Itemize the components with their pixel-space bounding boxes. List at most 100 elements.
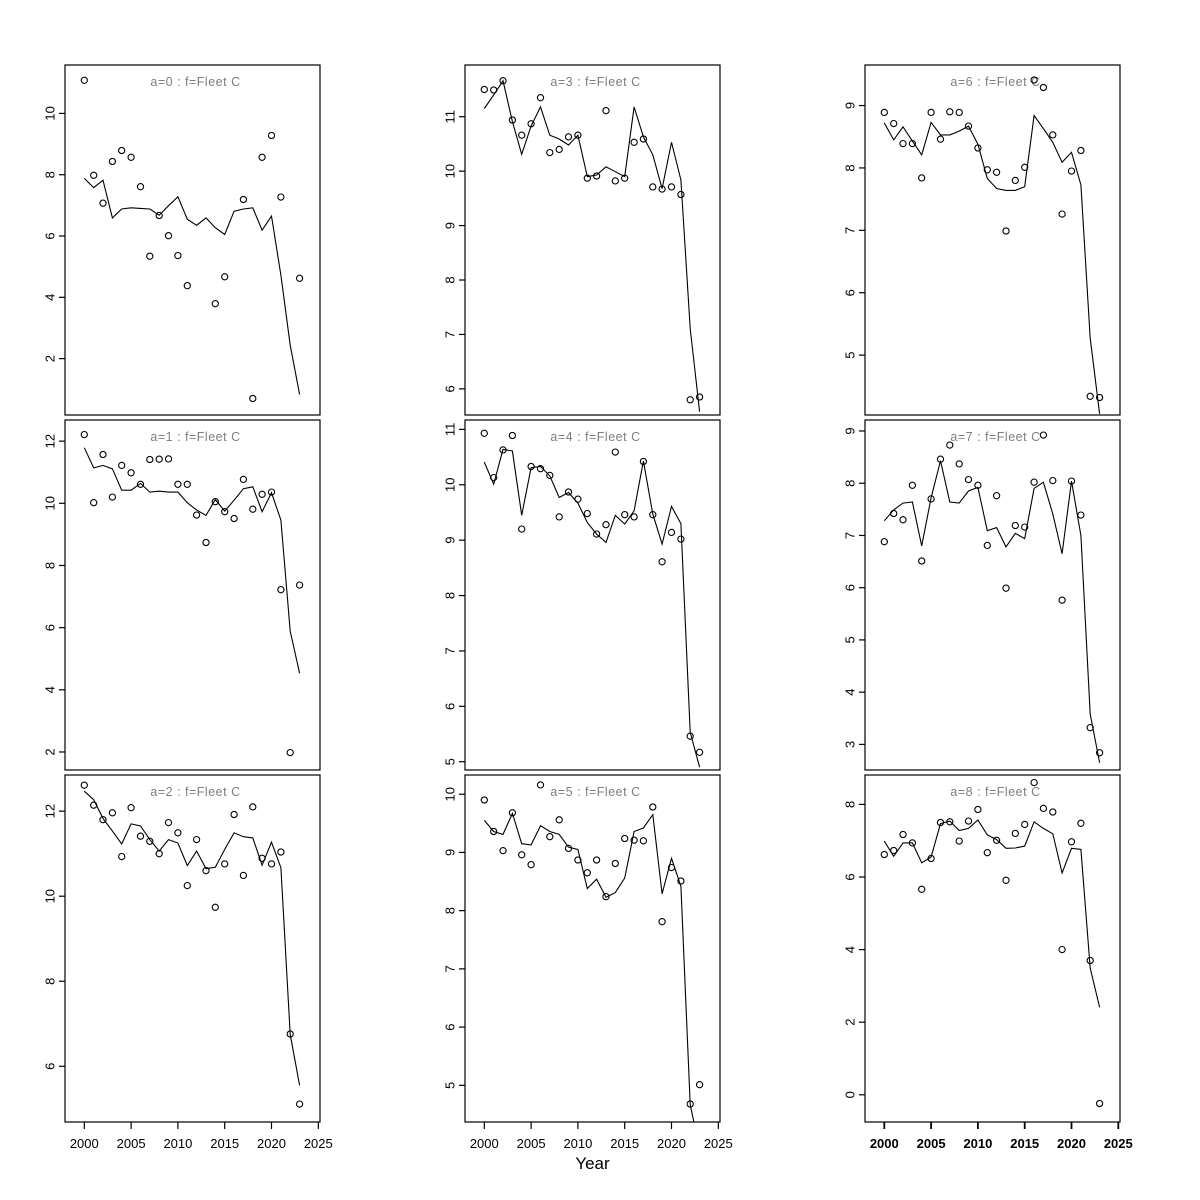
strip-title: a=7 : f=Fleet C <box>950 430 1040 444</box>
data-point <box>899 139 907 148</box>
y-tick-label: 8 <box>442 907 457 914</box>
data-point <box>174 829 182 837</box>
data-point <box>592 856 601 864</box>
x-tick-label: 2020 <box>1057 1136 1086 1151</box>
strip-title: a=4 : f=Fleet C <box>550 430 640 444</box>
data-point <box>267 488 276 496</box>
data-point <box>527 861 535 869</box>
data-point <box>80 76 88 84</box>
strip-title: a=5 : f=Fleet C <box>550 785 640 799</box>
y-tick-label: 11 <box>442 110 457 124</box>
fit-line <box>883 114 1101 414</box>
data-point <box>1095 749 1104 757</box>
data-point <box>508 116 517 124</box>
data-point <box>536 94 545 102</box>
data-point <box>908 839 917 847</box>
fit-line <box>883 819 1101 1008</box>
data-point <box>108 493 117 501</box>
data-point <box>249 803 257 811</box>
data-point <box>508 809 517 817</box>
data-point <box>1086 724 1094 732</box>
panel-frame <box>464 774 721 1123</box>
y-tick-label: 12 <box>42 434 57 448</box>
data-point <box>649 183 657 191</box>
data-point <box>555 145 563 154</box>
data-point <box>499 446 507 454</box>
y-tick-label: 6 <box>842 873 857 880</box>
fit-line <box>83 447 301 674</box>
data-point <box>99 450 107 459</box>
x-tick-label: 2000 <box>470 1136 499 1151</box>
data-point <box>155 455 163 463</box>
data-point <box>1039 804 1048 813</box>
x-tick-label: 2025 <box>704 1136 733 1151</box>
y-tick-label: 3 <box>842 741 857 748</box>
x-tick-label: 2020 <box>657 1136 686 1151</box>
data-point <box>211 903 219 911</box>
y-tick-label: 2 <box>42 355 57 362</box>
data-point <box>899 516 907 524</box>
data-point <box>955 837 963 845</box>
data-point <box>518 851 526 859</box>
y-tick-label: 10 <box>442 164 457 178</box>
y-tick-label: 7 <box>442 331 457 338</box>
data-point <box>286 1030 294 1038</box>
data-point <box>621 511 629 519</box>
data-point <box>277 586 285 594</box>
data-point <box>174 251 182 260</box>
data-point <box>890 846 898 855</box>
data-point <box>583 174 591 182</box>
data-point <box>1058 210 1066 218</box>
data-point <box>936 818 945 827</box>
data-point <box>658 185 666 193</box>
data-point <box>936 455 945 463</box>
data-point <box>1067 838 1076 846</box>
data-point <box>918 557 926 565</box>
y-tick-label: 6 <box>442 385 457 392</box>
data-point <box>146 837 154 845</box>
data-point <box>146 252 154 260</box>
data-point <box>127 153 135 161</box>
x-tick-label: 2005 <box>917 1136 946 1151</box>
data-point <box>592 172 601 180</box>
data-point <box>518 525 526 533</box>
data-point <box>695 393 704 401</box>
data-point <box>295 1100 304 1108</box>
data-point <box>518 131 526 139</box>
strip-title: a=0 : f=Fleet C <box>150 75 240 89</box>
data-point <box>221 508 229 516</box>
data-point <box>583 509 591 518</box>
fit-line <box>483 811 695 1122</box>
data-point <box>992 168 1001 176</box>
data-point <box>164 455 173 463</box>
x-tick-label: 2015 <box>1010 1136 1039 1151</box>
data-point <box>108 809 117 817</box>
data-point <box>946 108 954 116</box>
data-point <box>964 475 973 484</box>
y-tick-label: 9 <box>442 849 457 856</box>
data-point <box>202 867 210 875</box>
data-point <box>974 805 982 814</box>
panel-frame <box>864 774 1121 1123</box>
data-point <box>574 856 582 864</box>
data-point <box>639 135 648 143</box>
panel-a7: a=7 : f=Fleet C 3 4 5 6 7 8 9 <box>830 419 1122 772</box>
data-point <box>267 131 276 140</box>
data-point <box>918 885 926 893</box>
panel-frame <box>464 419 721 771</box>
data-point <box>927 108 935 117</box>
data-point <box>555 816 563 824</box>
data-point <box>927 495 935 503</box>
data-point <box>955 460 963 468</box>
data-point <box>258 490 266 498</box>
data-point <box>1039 83 1048 92</box>
data-point <box>239 871 248 880</box>
data-point <box>983 541 991 550</box>
data-point <box>118 852 126 861</box>
y-tick-label: 10 <box>42 889 57 903</box>
x-tick-label: 2000 <box>870 1136 899 1151</box>
y-tick-label: 6 <box>42 232 57 239</box>
x-tick-label: 2010 <box>963 1136 992 1151</box>
data-point <box>621 834 629 843</box>
x-tick-label: 2015 <box>610 1136 639 1151</box>
